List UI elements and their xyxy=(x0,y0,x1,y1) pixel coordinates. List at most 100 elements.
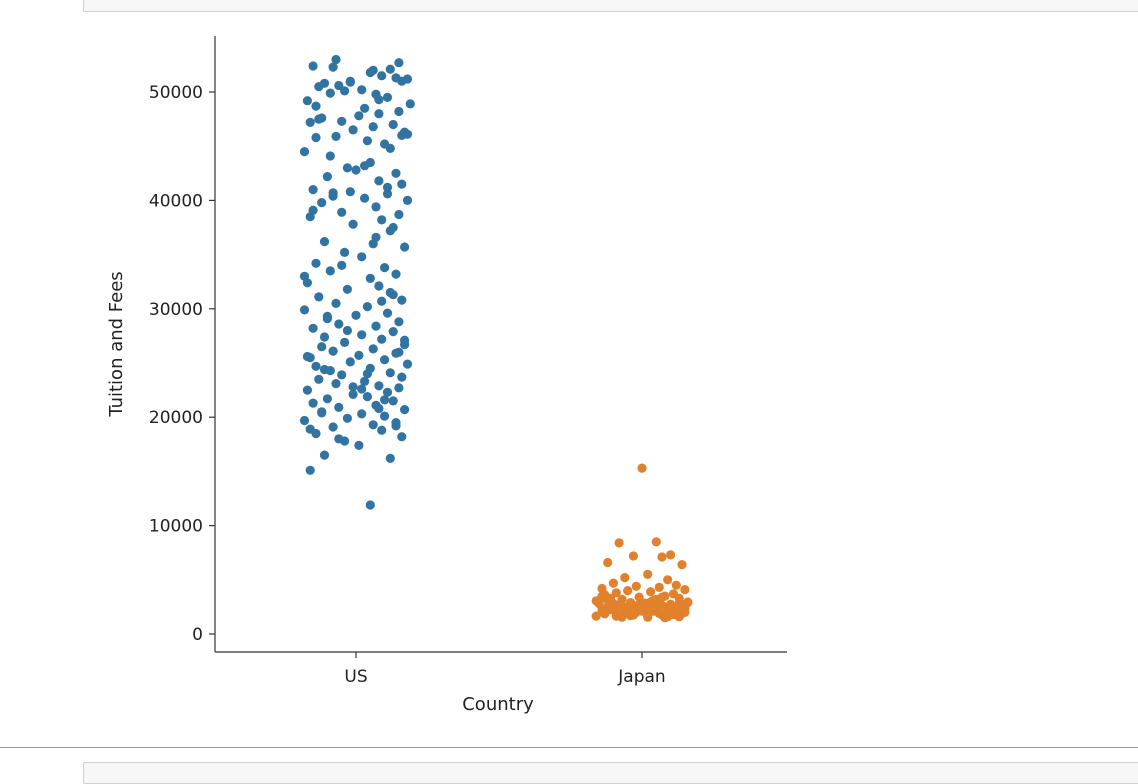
y-tick-label: 0 xyxy=(192,625,203,645)
data-point-us xyxy=(397,130,407,140)
data-point-us xyxy=(365,500,375,510)
data-points xyxy=(299,54,693,623)
data-point-us xyxy=(380,395,390,405)
data-point-japan xyxy=(666,601,676,612)
data-point-us xyxy=(368,420,378,430)
data-point-us xyxy=(342,325,352,336)
data-point-us xyxy=(305,465,315,475)
data-point-us xyxy=(362,302,372,312)
data-point-us xyxy=(328,62,338,72)
y-axis-title: Tuition and Fees xyxy=(106,271,127,417)
data-point-us xyxy=(374,176,384,186)
data-point-us xyxy=(331,379,341,389)
data-point-japan xyxy=(666,550,676,560)
cell-separator xyxy=(0,747,1138,748)
data-point-us xyxy=(334,319,344,329)
data-point-us xyxy=(382,189,393,199)
data-point-japan xyxy=(614,538,624,548)
data-point-us xyxy=(362,392,372,402)
data-point-us xyxy=(405,99,415,109)
data-point-us xyxy=(319,450,330,460)
data-point-us xyxy=(374,109,384,119)
data-point-us xyxy=(371,321,381,331)
data-point-us xyxy=(394,317,404,327)
data-point-japan xyxy=(603,557,613,568)
data-point-japan xyxy=(671,608,681,619)
data-point-japan xyxy=(608,578,619,588)
data-point-us xyxy=(340,337,350,347)
data-point-us xyxy=(348,389,358,399)
data-point-us xyxy=(308,323,318,333)
data-point-us xyxy=(380,411,390,421)
data-point-us xyxy=(388,119,398,130)
data-point-us xyxy=(322,172,332,182)
x-axis-ticks: US Japan xyxy=(344,652,666,687)
data-point-us xyxy=(377,425,387,435)
data-point-us xyxy=(328,422,338,432)
data-point-us xyxy=(348,125,358,135)
data-point-japan xyxy=(591,596,601,606)
data-point-us xyxy=(311,361,321,371)
data-point-us xyxy=(365,273,375,283)
data-point-japan xyxy=(657,552,667,562)
data-point-us xyxy=(391,269,401,279)
data-point-us xyxy=(340,86,350,96)
data-point-us xyxy=(354,111,364,121)
data-point-us xyxy=(382,182,393,192)
previous-code-cell[interactable] xyxy=(83,0,1138,12)
data-point-us xyxy=(337,116,347,126)
data-point-us xyxy=(305,117,315,127)
data-point-us xyxy=(325,88,335,98)
data-point-us xyxy=(357,85,367,95)
data-point-us xyxy=(357,252,367,262)
data-point-us xyxy=(382,387,393,397)
data-point-japan xyxy=(611,611,621,621)
data-point-us xyxy=(377,71,387,81)
data-point-us xyxy=(382,308,393,318)
data-point-us xyxy=(382,92,393,102)
data-point-japan xyxy=(591,611,601,621)
data-point-japan xyxy=(631,581,641,591)
data-point-us xyxy=(351,165,361,175)
data-point-japan xyxy=(643,612,653,622)
data-point-us xyxy=(385,226,395,236)
data-point-us xyxy=(314,114,324,124)
data-point-us xyxy=(322,394,332,404)
data-point-japan xyxy=(680,585,690,595)
data-point-us xyxy=(371,232,381,242)
data-point-us xyxy=(340,247,350,257)
data-point-us xyxy=(402,359,413,369)
data-point-us xyxy=(317,342,327,352)
data-point-japan xyxy=(654,582,664,593)
data-point-japan xyxy=(605,605,616,615)
data-point-us xyxy=(302,385,312,395)
data-point-us xyxy=(374,381,384,391)
data-point-us xyxy=(368,344,378,354)
y-tick-label: 20000 xyxy=(149,408,203,428)
x-tick-label: US xyxy=(344,667,367,687)
data-point-japan xyxy=(657,610,667,620)
data-point-us xyxy=(317,408,327,418)
y-tick-label: 10000 xyxy=(149,517,203,537)
data-point-us xyxy=(362,369,372,379)
data-point-us xyxy=(400,335,410,345)
data-point-japan xyxy=(620,573,630,583)
data-point-us xyxy=(334,402,344,412)
data-point-us xyxy=(331,298,341,308)
data-point-us xyxy=(385,64,395,74)
data-point-us xyxy=(325,151,335,161)
data-point-japan xyxy=(646,587,656,597)
data-point-us xyxy=(345,357,355,367)
data-point-us xyxy=(342,284,352,294)
data-point-us xyxy=(357,384,367,394)
data-point-us xyxy=(348,382,358,392)
data-point-us xyxy=(394,347,404,357)
data-point-us xyxy=(354,440,364,450)
data-point-japan xyxy=(654,600,664,610)
data-point-us xyxy=(348,219,358,229)
y-tick-label: 50000 xyxy=(149,83,203,103)
data-point-us xyxy=(345,77,355,87)
data-point-us xyxy=(374,403,384,414)
data-point-us xyxy=(400,405,410,415)
next-code-cell[interactable] xyxy=(83,762,1138,784)
